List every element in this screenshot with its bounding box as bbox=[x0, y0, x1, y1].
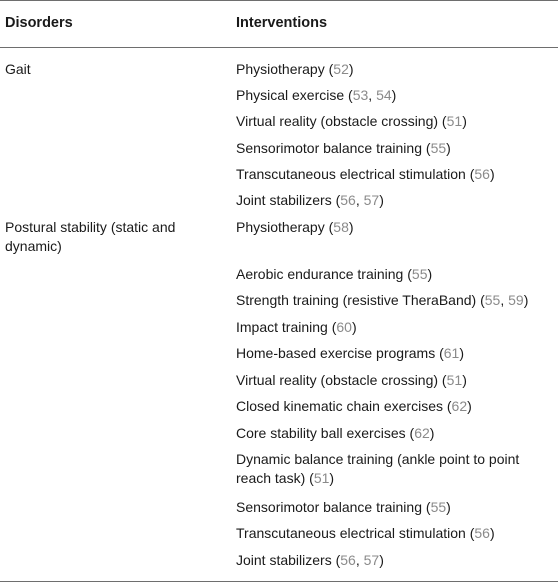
intervention-cell: Physiotherapy (58) bbox=[236, 219, 354, 235]
intervention-cell: Dynamic balance training (ankle point to… bbox=[236, 451, 520, 486]
intervention-text: Joint stabilizers bbox=[236, 552, 332, 568]
intervention-cell: Core stability ball exercises (62) bbox=[236, 425, 435, 441]
intervention-cell: Impact training (60) bbox=[236, 319, 357, 335]
reference-link[interactable]: 54 bbox=[376, 87, 392, 103]
reference-link[interactable]: 56 bbox=[474, 166, 490, 182]
intervention-text: Impact training bbox=[236, 319, 328, 335]
table-bottom-rule bbox=[0, 581, 558, 582]
intervention-cell: Transcutaneous electrical stimulation (5… bbox=[236, 166, 495, 182]
reference-link[interactable]: 55 bbox=[484, 292, 501, 308]
intervention-text: Closed kinematic chain exercises bbox=[236, 398, 443, 414]
reference-link[interactable]: 57 bbox=[363, 552, 380, 568]
intervention-cell: Home-based exercise programs (61) bbox=[236, 345, 465, 361]
reference-link[interactable]: 61 bbox=[443, 345, 460, 361]
intervention-text: Dynamic balance training (ankle point to… bbox=[236, 451, 520, 486]
intervention-text: Joint stabilizers bbox=[236, 192, 332, 208]
intervention-text: Sensorimotor balance training bbox=[236, 140, 422, 156]
intervention-text: Transcutaneous electrical stimulation bbox=[236, 525, 466, 541]
reference-link[interactable]: 62 bbox=[451, 398, 468, 414]
intervention-text: Virtual reality (obstacle crossing) bbox=[236, 113, 439, 129]
intervention-text: Sensorimotor balance training bbox=[236, 499, 422, 515]
header-interventions: Interventions bbox=[236, 15, 328, 31]
reference-link[interactable]: 58 bbox=[333, 219, 349, 235]
intervention-cell: Physiotherapy (52) bbox=[236, 61, 354, 77]
intervention-text: Strength training (resistive TheraBand) bbox=[236, 292, 477, 308]
intervention-text: Physiotherapy bbox=[236, 61, 325, 77]
reference-link[interactable]: 56 bbox=[340, 192, 356, 208]
header-bottom-rule bbox=[0, 47, 558, 48]
table-top-rule bbox=[0, 0, 558, 1]
intervention-text: Physiotherapy bbox=[236, 219, 325, 235]
intervention-cell: Closed kinematic chain exercises (62) bbox=[236, 398, 472, 414]
reference-link[interactable]: 51 bbox=[446, 372, 463, 388]
disorder-cell: Gait bbox=[5, 61, 31, 77]
intervention-text: Physical exercise bbox=[236, 87, 345, 103]
intervention-text: Core stability ball exercises bbox=[236, 425, 406, 441]
reference-link[interactable]: 51 bbox=[446, 113, 463, 129]
intervention-text: Aerobic endurance training bbox=[236, 266, 404, 282]
reference-link[interactable]: 51 bbox=[313, 470, 330, 486]
reference-link[interactable]: 52 bbox=[333, 61, 349, 77]
reference-link[interactable]: 57 bbox=[363, 192, 380, 208]
reference-link[interactable]: 56 bbox=[474, 525, 490, 541]
disorder-cell: Postural stability (static and dynamic) bbox=[5, 219, 176, 254]
intervention-text: Transcutaneous electrical stimulation bbox=[236, 166, 466, 182]
intervention-cell: Virtual reality (obstacle crossing) (51) bbox=[236, 372, 467, 388]
header-disorders: Disorders bbox=[5, 15, 73, 31]
reference-link[interactable]: 60 bbox=[336, 319, 352, 335]
intervention-cell: Joint stabilizers (56, 57) bbox=[236, 552, 384, 568]
reference-link[interactable]: 53 bbox=[352, 87, 369, 103]
intervention-cell: Sensorimotor balance training (55) bbox=[236, 140, 451, 156]
intervention-cell: Aerobic endurance training (55) bbox=[236, 266, 433, 282]
reference-link[interactable]: 62 bbox=[414, 425, 430, 441]
reference-link[interactable]: 55 bbox=[411, 266, 428, 282]
intervention-text: Virtual reality (obstacle crossing) bbox=[236, 372, 439, 388]
intervention-cell: Joint stabilizers (56, 57) bbox=[236, 192, 384, 208]
intervention-cell: Transcutaneous electrical stimulation (5… bbox=[236, 525, 495, 541]
intervention-text: Home-based exercise programs bbox=[236, 345, 436, 361]
intervention-cell: Sensorimotor balance training (55) bbox=[236, 499, 451, 515]
reference-link[interactable]: 59 bbox=[508, 292, 524, 308]
intervention-cell: Physical exercise (53, 54) bbox=[236, 87, 397, 103]
reference-link[interactable]: 55 bbox=[430, 499, 447, 515]
intervention-cell: Virtual reality (obstacle crossing) (51) bbox=[236, 113, 467, 129]
reference-link[interactable]: 55 bbox=[430, 140, 447, 156]
reference-link[interactable]: 56 bbox=[340, 552, 356, 568]
intervention-cell: Strength training (resistive TheraBand) … bbox=[236, 292, 529, 308]
